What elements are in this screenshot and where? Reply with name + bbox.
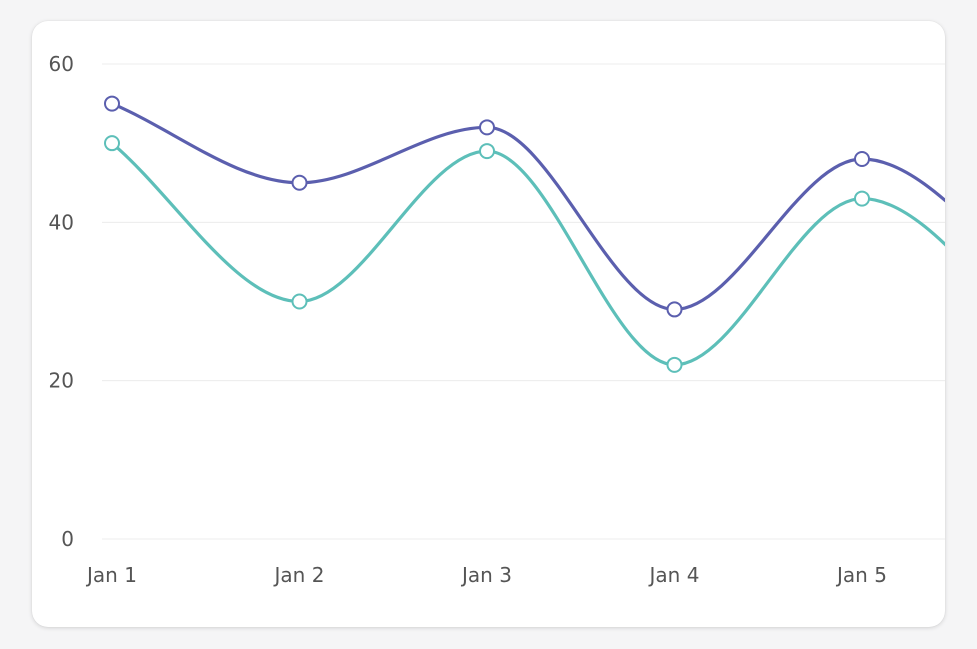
chart-card: 0 20 40 60 Jan 1 Jan 2 Jan 3 Jan 4 Jan 5 — [32, 21, 945, 627]
gridlines — [102, 63, 945, 540]
series-line-1 — [110, 101, 945, 312]
data-point-series-2-4 — [666, 356, 683, 373]
data-point-series-2-2 — [291, 293, 308, 310]
x-tick-label-3: Jan 3 — [460, 563, 512, 587]
y-tick-label-60: 60 — [49, 52, 74, 76]
y-tick-label-20: 20 — [49, 369, 74, 393]
data-point-series-1-5 — [854, 151, 870, 167]
data-point-series-1-4 — [666, 301, 683, 318]
data-point-series-2-3 — [479, 143, 495, 160]
x-tick-label-5: Jan 5 — [835, 563, 887, 587]
tick-labels: 0 20 40 60 Jan 1 Jan 2 Jan 3 Jan 4 Jan 5 — [49, 52, 887, 587]
data-points — [104, 95, 870, 373]
line-chart: 0 20 40 60 Jan 1 Jan 2 Jan 3 Jan 4 Jan 5 — [49, 52, 945, 587]
data-point-series-1-2 — [291, 174, 308, 191]
x-tick-label-2: Jan 2 — [273, 563, 325, 587]
data-point-series-2-5 — [854, 190, 870, 207]
series-lines — [110, 101, 945, 367]
x-tick-label-4: Jan 4 — [648, 563, 700, 587]
data-point-series-1-1 — [104, 95, 120, 112]
y-tick-label-40: 40 — [49, 210, 74, 234]
data-point-series-2-1 — [104, 135, 120, 152]
series-line-2 — [110, 141, 945, 367]
y-tick-label-0: 0 — [61, 527, 74, 551]
x-tick-label-1: Jan 1 — [85, 563, 137, 587]
data-point-series-1-3 — [479, 119, 495, 136]
